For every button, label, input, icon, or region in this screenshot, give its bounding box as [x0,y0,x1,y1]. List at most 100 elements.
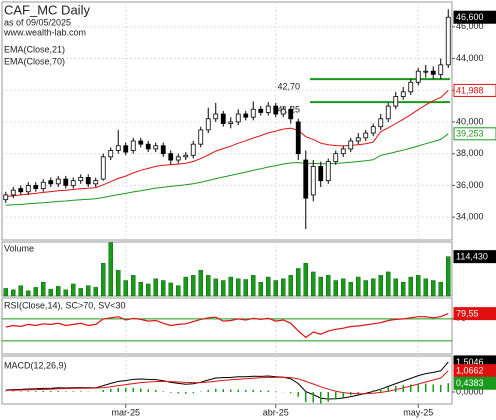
histogram-bar [140,388,142,392]
histogram-bar [27,391,29,392]
candle-body [243,113,249,118]
volume-bar [408,276,413,297]
candle-body [423,70,429,73]
candle-body [25,185,31,193]
value-tag [453,376,496,390]
value-tag-label: 1,0662 [456,366,484,376]
histogram-bar [380,388,382,392]
volume-bar [86,285,91,297]
histogram-bar [432,384,434,392]
candle-body [145,143,151,150]
volume-bar [363,280,368,297]
volume-bar [108,242,113,297]
histogram-bar [215,388,217,392]
candle-body [70,180,76,186]
volume-bar [101,263,106,297]
histogram-bar [387,387,389,392]
candle-body [18,188,24,193]
histogram-bar [252,390,254,392]
histogram-bar [117,387,119,392]
volume-bar [431,280,436,297]
histogram-bar [72,391,74,392]
candle-body [400,91,406,97]
y-tick-label: 46,000 [456,21,484,31]
y-tick-label: 34,000 [456,212,484,222]
histogram-bar [402,385,404,392]
volume-bar [18,285,23,297]
histogram-bar [177,392,179,394]
candle-body [220,113,226,124]
panel-frame [1,1,453,241]
volume-bar [356,276,361,297]
candle-body [138,140,144,145]
candle-body [288,108,294,120]
candle-body [445,16,451,66]
candle-body [348,140,354,150]
candle-body [340,148,346,155]
volume-bar [243,279,248,297]
histogram-bar [410,384,412,392]
candle-body [63,178,69,186]
histogram-bar [20,391,22,392]
volume-bar [56,286,61,297]
volume-bar [348,281,353,297]
candle-body [378,118,384,128]
volume-bar [236,278,241,297]
panel-title: MACD(12,26,9) [4,360,67,370]
chart-subtitle: as of 09/05/2025 [4,17,71,27]
panel-title: Volume [4,243,34,253]
volume-bar [11,289,16,297]
volume-bar [318,276,323,297]
volume-bar [153,278,158,297]
volume-bar [393,278,398,297]
volume-bar [303,263,308,297]
y-tick-label: 44,000 [456,53,484,63]
volume-bar [63,289,68,297]
volume-bar [266,276,271,297]
y-tick-label: 36,000 [456,180,484,190]
value-tag [453,10,496,24]
histogram-bar [305,392,307,403]
ema-line [5,90,449,197]
volume-bar [168,282,173,297]
histogram-bar [110,388,112,392]
candle-body [108,150,114,158]
y-tick-label: 0,0000 [456,386,484,396]
x-tick-label: may-25 [403,407,433,417]
histogram-bar [162,391,164,392]
volume-bar [41,281,46,297]
candle-body [160,145,166,155]
volume-bar [71,283,76,297]
candle-body [213,113,219,120]
candle-body [303,159,309,199]
chart-title: CAF_MC Daily [4,2,90,17]
volume-bar [213,278,218,297]
candle-body [408,81,414,93]
candle-body [115,145,121,151]
value-tag-label: 41,988 [456,85,484,95]
volume-bar [371,278,376,297]
histogram-bar [440,384,442,392]
histogram-bar [245,390,247,392]
histogram-bar [192,392,194,394]
histogram-bar [327,392,329,402]
volume-bar [3,288,8,297]
volume-bar [326,275,331,297]
candle-body [385,105,391,120]
candle-body [3,194,9,201]
histogram-bar [297,392,299,397]
candle-body [273,105,279,115]
volume-bar [123,280,128,297]
value-tag-label: 1,5046 [456,357,484,367]
panel-title: RSI(Close,14), SC>70, SV<30 [4,300,126,310]
histogram-bar [350,392,352,396]
histogram-bar [335,392,337,400]
value-tag-label: 114,430 [456,252,488,262]
candle-body [190,143,196,156]
candle-body [55,178,61,185]
histogram-bar [447,383,449,392]
histogram-bar [222,389,224,392]
volume-bar [258,281,263,297]
volume-bar [251,275,256,297]
